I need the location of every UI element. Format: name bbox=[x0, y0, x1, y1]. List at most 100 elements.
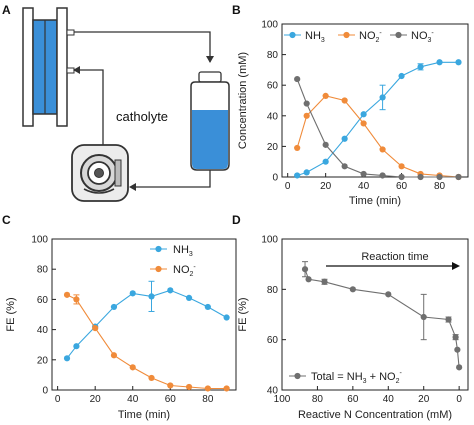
data-point bbox=[204, 385, 211, 392]
data-point bbox=[417, 173, 424, 181]
data-point bbox=[204, 303, 211, 311]
data-point bbox=[322, 158, 329, 165]
data-point bbox=[379, 94, 386, 101]
data-point bbox=[417, 63, 424, 70]
data-point bbox=[398, 163, 405, 170]
data-point bbox=[398, 72, 405, 80]
data-point bbox=[110, 352, 118, 359]
data-point bbox=[341, 135, 348, 142]
data-point bbox=[110, 303, 118, 311]
peristaltic-pump bbox=[71, 144, 129, 202]
legend-label: Total = NH3 + NO2- bbox=[311, 370, 403, 385]
y-tick-label: 100 bbox=[261, 20, 278, 31]
data-point bbox=[148, 374, 155, 382]
data-point bbox=[167, 382, 174, 389]
x-tick-label: 20 bbox=[90, 394, 102, 405]
data-point bbox=[385, 291, 392, 298]
panel-label-b: B bbox=[232, 3, 241, 17]
data-point bbox=[379, 146, 386, 153]
x-tick-label: 60 bbox=[396, 181, 408, 192]
legend-label: NO2- bbox=[173, 264, 196, 278]
y-tick-label: 100 bbox=[261, 235, 278, 246]
chart-fe-vs-concentration: 100 80 60 40 20 0 40 60 80 100 Reactive N Concentr… bbox=[237, 235, 469, 421]
data-point bbox=[349, 286, 356, 293]
y-tick-label: 100 bbox=[31, 235, 48, 246]
y-axis-label: FE (%) bbox=[5, 297, 17, 331]
data-point bbox=[398, 173, 405, 181]
data-point bbox=[92, 324, 99, 332]
legend-marker bbox=[155, 265, 162, 273]
electrolysis-cell bbox=[22, 7, 75, 127]
x-axis-label: Time (min) bbox=[349, 195, 401, 207]
arrow-head bbox=[452, 262, 460, 270]
data-point bbox=[294, 144, 301, 152]
y-tick-label: 60 bbox=[267, 335, 279, 346]
data-point bbox=[73, 296, 80, 303]
catholyte-label: catholyte bbox=[116, 109, 168, 124]
y-tick-label: 40 bbox=[37, 325, 49, 336]
plot-frame bbox=[281, 238, 469, 391]
legend-label: NO3- bbox=[411, 30, 434, 44]
data-point bbox=[322, 141, 329, 148]
data-point bbox=[63, 355, 71, 362]
series-line bbox=[66, 289, 227, 359]
data-point bbox=[303, 112, 310, 119]
reaction-time-label: Reaction time bbox=[361, 251, 428, 263]
data-point bbox=[303, 169, 310, 176]
data-point bbox=[63, 291, 71, 298]
data-point bbox=[185, 294, 193, 301]
data-point bbox=[129, 364, 136, 371]
x-tick-label: 60 bbox=[347, 394, 359, 405]
data-point bbox=[294, 75, 301, 83]
data-point bbox=[167, 287, 174, 294]
y-axis-label: FE (%) bbox=[237, 297, 249, 331]
chart-fe-vs-time: 0 20 40 60 80 0 20 40 60 80 100 Time (min) FE (%) NH3… bbox=[5, 235, 237, 421]
y-tick-label: 80 bbox=[37, 265, 49, 276]
data-point bbox=[185, 383, 193, 391]
legend-marker bbox=[289, 31, 296, 39]
catholyte-bottle bbox=[190, 71, 230, 171]
data-point bbox=[360, 111, 367, 118]
data-point bbox=[321, 278, 328, 285]
x-tick-label: 80 bbox=[312, 394, 324, 405]
data-point bbox=[456, 364, 463, 371]
panel-label-c: C bbox=[2, 213, 11, 227]
y-tick-label: 80 bbox=[267, 285, 279, 296]
data-point bbox=[294, 172, 301, 179]
x-tick-label: 100 bbox=[274, 394, 291, 405]
legend-marker bbox=[343, 31, 350, 39]
data-point bbox=[455, 173, 462, 181]
data-point bbox=[436, 59, 443, 66]
x-tick-label: 0 bbox=[55, 394, 61, 405]
y-axis-label: Concentration (mM) bbox=[237, 52, 249, 149]
data-point bbox=[223, 385, 230, 392]
legend-marker bbox=[294, 372, 301, 380]
x-tick-label: 40 bbox=[358, 181, 370, 192]
data-point bbox=[303, 100, 310, 107]
panel-label-a: A bbox=[2, 3, 11, 17]
chart-concentration-vs-time: 0 20 40 60 80 0 20 40 60 80 100 Time (min) Concentra… bbox=[237, 20, 469, 207]
y-tick-label: 0 bbox=[272, 173, 278, 184]
data-point bbox=[360, 170, 367, 178]
legend-label: NO2- bbox=[359, 30, 382, 44]
y-tick-label: 40 bbox=[267, 111, 279, 122]
series-line bbox=[304, 269, 460, 368]
y-tick-label: 60 bbox=[267, 81, 279, 92]
data-point bbox=[223, 314, 230, 321]
data-point bbox=[341, 97, 348, 104]
plot-frame bbox=[51, 238, 237, 391]
x-axis-label: Time (min) bbox=[118, 409, 170, 421]
data-point bbox=[148, 293, 155, 300]
panel-label-d: D bbox=[232, 213, 241, 227]
x-axis-label: Reactive N Concentration (mM) bbox=[298, 409, 452, 421]
data-point bbox=[129, 290, 136, 297]
tubing bbox=[73, 31, 214, 191]
data-point bbox=[73, 343, 80, 350]
x-tick-label: 80 bbox=[202, 394, 214, 405]
x-tick-label: 40 bbox=[127, 394, 139, 405]
data-point bbox=[454, 346, 461, 353]
y-tick-label: 20 bbox=[37, 355, 49, 366]
data-point bbox=[455, 59, 462, 66]
flow-schematic: catholyte bbox=[22, 7, 230, 202]
